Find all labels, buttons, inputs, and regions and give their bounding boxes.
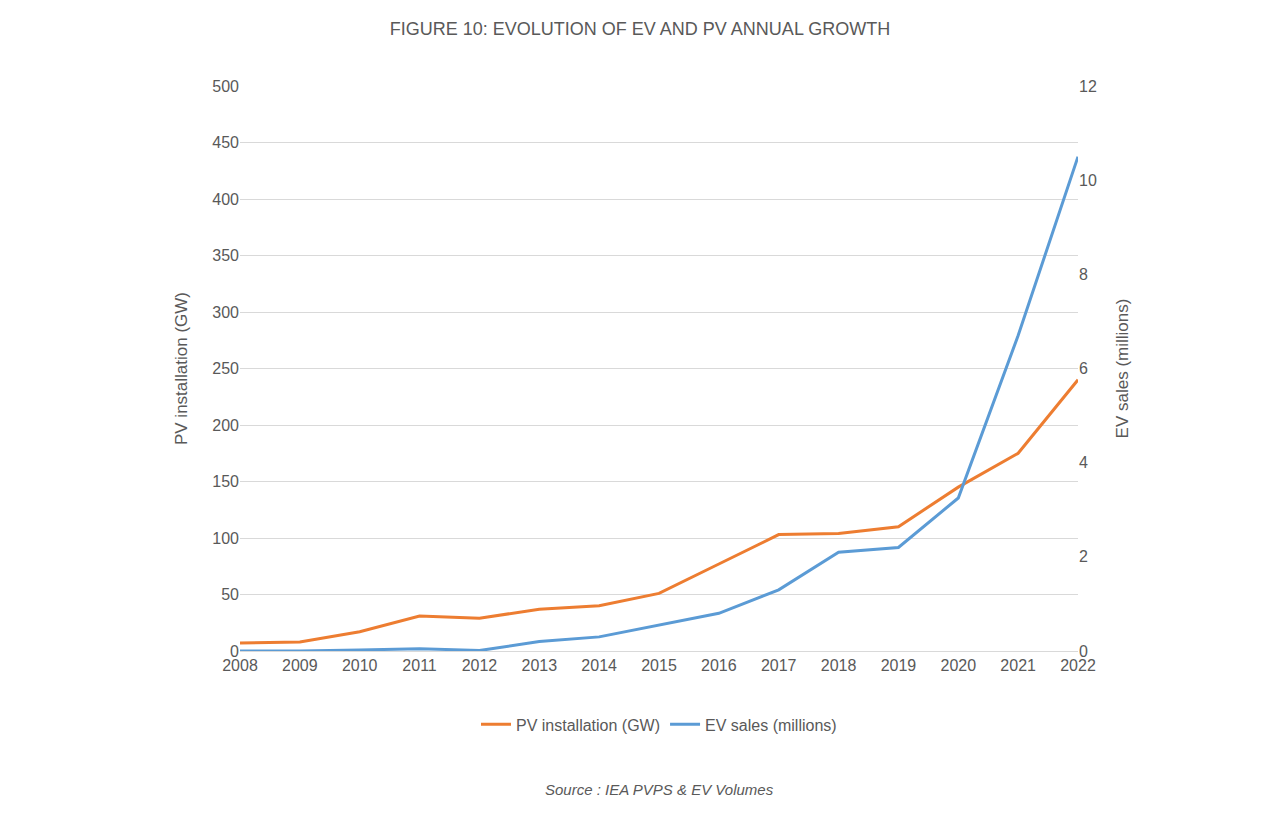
svg-text:350: 350 [212, 247, 239, 264]
svg-text:Source : IEA PVPS & EV Volumes: Source : IEA PVPS & EV Volumes [545, 781, 774, 798]
svg-text:FIGURE 10: EVOLUTION OF EV AND: FIGURE 10: EVOLUTION OF EV AND PV ANNUAL… [390, 19, 890, 39]
svg-text:2021: 2021 [1000, 657, 1036, 674]
svg-text:400: 400 [212, 191, 239, 208]
svg-text:2016: 2016 [701, 657, 737, 674]
svg-text:PV installation (GW): PV installation (GW) [516, 717, 660, 734]
svg-text:2012: 2012 [462, 657, 498, 674]
svg-text:2022: 2022 [1060, 657, 1096, 674]
svg-text:2011: 2011 [402, 657, 437, 674]
svg-text:2018: 2018 [821, 657, 857, 674]
svg-text:2: 2 [1079, 548, 1088, 565]
svg-text:2017: 2017 [761, 657, 797, 674]
svg-text:4: 4 [1079, 454, 1088, 471]
svg-text:2010: 2010 [342, 657, 378, 674]
svg-text:500: 500 [212, 78, 239, 95]
svg-text:EV sales (millions): EV sales (millions) [1113, 299, 1132, 439]
svg-text:200: 200 [212, 417, 239, 434]
svg-text:100: 100 [212, 530, 239, 547]
svg-text:2019: 2019 [881, 657, 917, 674]
svg-text:0: 0 [230, 643, 239, 660]
svg-text:2020: 2020 [940, 657, 976, 674]
svg-text:8: 8 [1079, 266, 1088, 283]
svg-text:2014: 2014 [581, 657, 617, 674]
svg-text:6: 6 [1079, 360, 1088, 377]
svg-text:0: 0 [1079, 643, 1088, 660]
svg-text:300: 300 [212, 304, 239, 321]
svg-text:2008: 2008 [222, 657, 258, 674]
svg-text:10: 10 [1079, 172, 1097, 189]
svg-text:150: 150 [212, 473, 239, 490]
svg-text:12: 12 [1079, 78, 1097, 95]
svg-text:2013: 2013 [521, 657, 557, 674]
svg-text:2009: 2009 [282, 657, 318, 674]
svg-text:250: 250 [212, 360, 239, 377]
svg-text:450: 450 [212, 134, 239, 151]
svg-text:50: 50 [221, 586, 239, 603]
svg-text:2015: 2015 [641, 657, 677, 674]
svg-text:EV sales (millions): EV sales (millions) [705, 717, 837, 734]
svg-text:PV installation (GW): PV installation (GW) [172, 292, 191, 445]
